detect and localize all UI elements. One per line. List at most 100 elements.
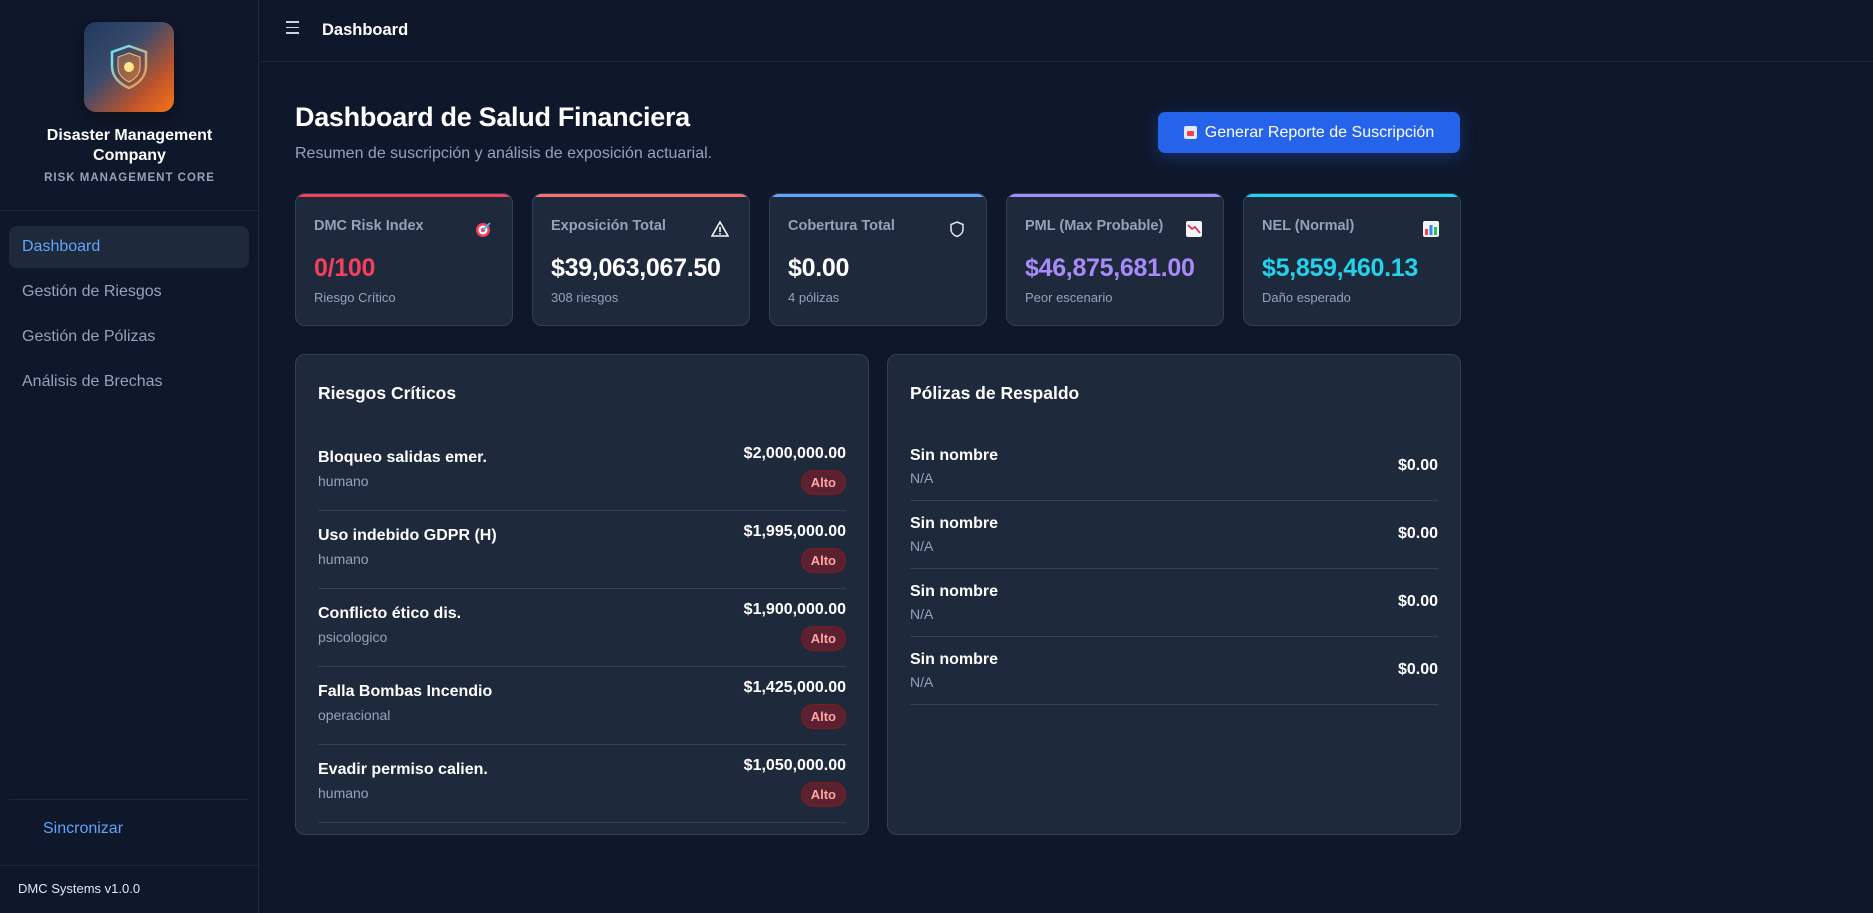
card-subtitle: 308 riesgos [551,290,619,305]
card-accent [1244,194,1460,197]
policy-subtitle: N/A [910,538,934,554]
risk-level-badge: Alto [800,782,846,807]
report-icon [1183,126,1197,139]
backup-policies-panel: Pólizas de Respaldo Sin nombre N/A $0.00… [887,354,1461,835]
policy-amount: $0.00 [1397,457,1438,474]
policy-name: Sin nombre [910,447,999,464]
policy-amount: $0.00 [1397,525,1438,542]
risk-amount: $1,050,000.00 [743,757,846,774]
card-accent [770,194,986,197]
sidebar-divider [9,799,249,800]
card-value: $0.00 [788,254,850,282]
page-subtitle: Resumen de suscripción y análisis de exp… [295,145,713,162]
card-value: $46,875,681.00 [1025,254,1195,282]
page-title: Dashboard de Salud Financiera [295,102,690,132]
company-name: Disaster Management Company [46,127,213,164]
risk-category: psicologico [318,629,388,645]
card-label: DMC Risk Index [314,218,424,234]
sidebar: Disaster Management Company RISK MANAGEM… [0,0,259,913]
app-version: DMC Systems v1.0.0 [18,881,141,896]
sidebar-item-gestion-polizas[interactable]: Gestión de Pólizas [9,316,249,358]
critical-risks-panel: Riesgos Críticos Bloqueo salidas emer. h… [295,354,869,835]
sidebar-item-label: Dashboard [22,238,101,255]
card-subtitle: Peor escenario [1025,290,1113,305]
card-value: 0/100 [314,254,376,282]
warning-icon [710,220,730,238]
card-value: $39,063,067.50 [551,254,721,282]
risk-category: humano [318,785,369,801]
policy-subtitle: N/A [910,470,934,486]
risk-name: Falla Bombas Incendio [318,683,493,700]
sidebar-item-analisis-brechas[interactable]: Análisis de Brechas [9,361,249,403]
policy-amount: $0.00 [1397,661,1438,678]
risk-amount: $1,995,000.00 [743,523,846,540]
risk-row[interactable]: Bloqueo salidas emer. humano $2,000,000.… [318,433,846,511]
policy-name: Sin nombre [910,583,999,600]
policy-row[interactable]: Sin nombre N/A $0.00 [910,637,1438,705]
sidebar-item-label: Análisis de Brechas [22,373,163,390]
shield-icon [948,220,966,238]
kpi-card-exposure: Exposición Total $39,063,067.50 308 ries… [532,193,750,326]
sidebar-divider [0,865,259,866]
risk-category: operacional [318,707,391,723]
kpi-card-coverage: Cobertura Total $0.00 4 pólizas [769,193,987,326]
card-label: Cobertura Total [788,218,895,234]
risk-category: humano [318,473,369,489]
target-icon [474,220,492,238]
chart-decreasing-icon [1185,220,1203,238]
policy-amount: $0.00 [1397,593,1438,610]
sidebar-divider [0,210,259,211]
topbar-title: Dashboard [322,21,409,39]
policy-name: Sin nombre [910,515,999,532]
card-subtitle: Daño esperado [1262,290,1351,305]
sidebar-item-label: Gestión de Riesgos [22,283,162,300]
risk-level-badge: Alto [800,626,846,651]
policy-row[interactable]: Sin nombre N/A $0.00 [910,433,1438,501]
risk-name: Uso indebido GDPR (H) [318,527,497,544]
generate-report-label: Generar Reporte de Suscripción [1204,123,1435,141]
policy-row[interactable]: Sin nombre N/A $0.00 [910,501,1438,569]
risk-level-badge: Alto [800,470,846,495]
topbar: Dashboard [260,0,1873,62]
panel-title: Riesgos Críticos [318,383,457,403]
kpi-card-nel: NEL (Normal) $5,859,460.13 Daño esperado [1243,193,1461,326]
sync-button[interactable]: Sincronizar [43,820,124,837]
risk-level-badge: Alto [800,704,846,729]
risk-row[interactable]: Falla Bombas Incendio operacional $1,425… [318,667,846,745]
shield-logo-icon [110,44,148,90]
risk-level-badge: Alto [800,548,846,573]
sidebar-item-label: Gestión de Pólizas [22,328,156,345]
card-accent [296,194,512,197]
card-label: NEL (Normal) [1262,218,1355,234]
kpi-card-risk-index: DMC Risk Index 0/100 Riesgo Crítico [295,193,513,326]
risk-category: humano [318,551,369,567]
card-subtitle: 4 pólizas [788,290,840,305]
policy-subtitle: N/A [910,674,934,690]
bar-chart-icon [1422,220,1440,238]
policy-name: Sin nombre [910,651,999,668]
risk-amount: $1,425,000.00 [743,679,846,696]
risk-row[interactable]: Evadir permiso calien. humano $1,050,000… [318,745,846,823]
card-subtitle: Riesgo Crítico [314,290,396,305]
risk-row[interactable]: Uso indebido GDPR (H) humano $1,995,000.… [318,511,846,589]
company-logo [84,22,174,112]
hamburger-menu-icon[interactable] [286,21,302,39]
policy-row[interactable]: Sin nombre N/A $0.00 [910,569,1438,637]
card-accent [1007,194,1223,197]
generate-report-button[interactable]: Generar Reporte de Suscripción [1158,112,1460,153]
risk-name: Bloqueo salidas emer. [318,449,487,466]
sidebar-item-gestion-riesgos[interactable]: Gestión de Riesgos [9,271,249,313]
card-label: PML (Max Probable) [1025,218,1164,234]
risk-amount: $1,900,000.00 [743,601,846,618]
sidebar-item-dashboard[interactable]: Dashboard [9,226,249,268]
risk-amount: $2,000,000.00 [743,445,846,462]
risk-name: Conflicto ético dis. [318,605,462,622]
policy-subtitle: N/A [910,606,934,622]
kpi-card-pml: PML (Max Probable) $46,875,681.00 Peor e… [1006,193,1224,326]
card-label: Exposición Total [551,218,666,234]
card-accent [533,194,749,197]
company-tagline: RISK MANAGEMENT CORE [44,172,215,184]
risk-name: Evadir permiso calien. [318,761,488,778]
risk-row[interactable]: Conflicto ético dis. psicologico $1,900,… [318,589,846,667]
panel-title: Pólizas de Respaldo [910,383,1080,403]
